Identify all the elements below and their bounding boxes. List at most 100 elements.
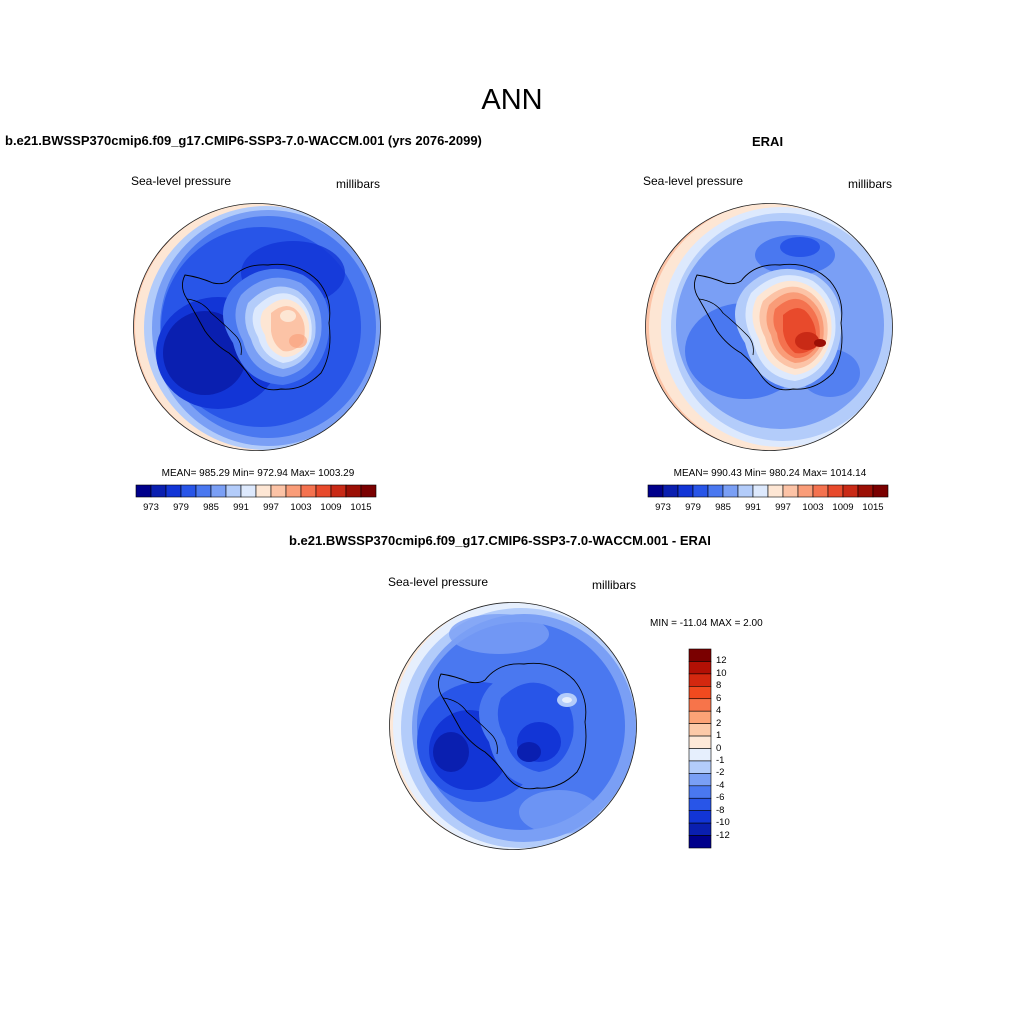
- colorbar-swatch: [688, 785, 712, 799]
- colorbar-tick-label: 10: [716, 667, 727, 679]
- colorbar-tick-label: -2: [716, 767, 725, 779]
- colorbar-tick-label: 997: [263, 502, 279, 513]
- colorbar-swatch: [300, 484, 317, 498]
- diff-panel-title: b.e21.BWSSP370cmip6.f09_g17.CMIP6-SSP3-7…: [289, 533, 711, 548]
- colorbar-swatch: [225, 484, 242, 498]
- colorbar-tick-label: 985: [715, 502, 731, 513]
- colorbar-tick-label: 1015: [350, 502, 372, 513]
- colorbar-swatch: [345, 484, 362, 498]
- colorbar-tick-label: 979: [685, 502, 701, 513]
- colorbar-tick-label: 973: [655, 502, 671, 513]
- colorbar-swatch: [722, 484, 739, 498]
- colorbar-swatch: [688, 735, 712, 749]
- colorbar-swatch: [752, 484, 769, 498]
- colorbar-swatch: [797, 484, 814, 498]
- colorbar-swatch: [647, 484, 664, 498]
- colorbar-tick-label: 1003: [802, 502, 824, 513]
- colorbar-tick-label: -4: [716, 779, 725, 791]
- colorbar-tick-label: 985: [203, 502, 219, 513]
- colorbar-swatch: [240, 484, 257, 498]
- obs-colorbar: [647, 484, 889, 498]
- colorbar-swatch: [842, 484, 859, 498]
- colorbar-swatch: [688, 710, 712, 724]
- colorbar-swatch: [330, 484, 347, 498]
- model-stats: MEAN= 985.29 Min= 972.94 Max= 1003.29: [161, 468, 355, 479]
- colorbar-tick-label: -8: [716, 804, 725, 816]
- diff-colorbar: [688, 648, 712, 849]
- colorbar-tick-label: 4: [716, 705, 722, 717]
- colorbar-tick-label: -1: [716, 754, 725, 766]
- colorbar-tick-label: -12: [716, 829, 730, 841]
- colorbar-tick-label: 8: [716, 680, 722, 692]
- colorbar-swatch: [737, 484, 754, 498]
- obs-units-label: millibars: [848, 177, 893, 191]
- model-colorbar: [135, 484, 377, 498]
- colorbar-swatch: [150, 484, 167, 498]
- model-panel-title: b.e21.BWSSP370cmip6.f09_g17.CMIP6-SSP3-7…: [5, 133, 482, 148]
- colorbar-tick-label: -10: [716, 817, 730, 829]
- colorbar-swatch: [360, 484, 377, 498]
- colorbar-swatch: [135, 484, 152, 498]
- diff-variable-label: Sea-level pressure: [388, 575, 489, 589]
- colorbar-swatch: [688, 748, 712, 762]
- colorbar-swatch: [827, 484, 844, 498]
- colorbar-swatch: [270, 484, 287, 498]
- diff-colorbar-ticks: 12 10 8 6 4 2 1 0 -1 -2 -4 -6 -8 -10 -12: [716, 649, 756, 848]
- colorbar-swatch: [195, 484, 212, 498]
- colorbar-tick-label: 1015: [862, 502, 884, 513]
- colorbar-swatch: [165, 484, 182, 498]
- colorbar-swatch: [255, 484, 272, 498]
- colorbar-tick-label: 1009: [832, 502, 854, 513]
- colorbar-swatch: [857, 484, 874, 498]
- colorbar-swatch: [707, 484, 724, 498]
- colorbar-swatch: [688, 810, 712, 824]
- colorbar-swatch: [688, 822, 712, 836]
- colorbar-swatch: [688, 760, 712, 774]
- obs-colorbar-ticks: 973 979 985 991 997 1003 1009 1015: [648, 502, 888, 516]
- diff-units-label: millibars: [592, 578, 637, 592]
- colorbar-swatch: [315, 484, 332, 498]
- colorbar-swatch: [677, 484, 694, 498]
- obs-panel-title: ERAI: [752, 134, 784, 149]
- colorbar-swatch: [812, 484, 829, 498]
- colorbar-swatch: [688, 661, 712, 675]
- colorbar-swatch: [872, 484, 889, 498]
- colorbar-tick-label: 979: [173, 502, 189, 513]
- figure-title: ANN: [481, 84, 543, 116]
- colorbar-swatch: [210, 484, 227, 498]
- colorbar-tick-label: 1009: [320, 502, 342, 513]
- colorbar-swatch: [692, 484, 709, 498]
- obs-polar-map: [645, 203, 893, 451]
- colorbar-swatch: [662, 484, 679, 498]
- colorbar-swatch: [688, 648, 712, 662]
- colorbar-swatch: [688, 797, 712, 811]
- diff-polar-map: [389, 602, 637, 850]
- colorbar-swatch: [180, 484, 197, 498]
- colorbar-tick-label: 2: [716, 717, 722, 729]
- model-colorbar-ticks: 973 979 985 991 997 1003 1009 1015: [136, 502, 376, 516]
- colorbar-swatch: [688, 673, 712, 687]
- colorbar-tick-label: 0: [716, 742, 722, 754]
- colorbar-tick-label: 1: [716, 730, 722, 742]
- colorbar-tick-label: -6: [716, 792, 725, 804]
- model-variable-label: Sea-level pressure: [131, 174, 232, 188]
- colorbar-swatch: [688, 773, 712, 787]
- colorbar-swatch: [688, 723, 712, 737]
- colorbar-swatch: [767, 484, 784, 498]
- diff-minmax: MIN = -11.04 MAX = 2.00: [650, 618, 763, 629]
- colorbar-swatch: [782, 484, 799, 498]
- colorbar-tick-label: 973: [143, 502, 159, 513]
- colorbar-swatch: [688, 686, 712, 700]
- model-polar-map: [133, 203, 381, 451]
- colorbar-tick-label: 6: [716, 692, 722, 704]
- colorbar-swatch: [688, 698, 712, 712]
- colorbar-swatch: [688, 835, 712, 849]
- obs-stats: MEAN= 990.43 Min= 980.24 Max= 1014.14: [673, 468, 867, 479]
- colorbar-tick-label: 1003: [290, 502, 312, 513]
- model-units-label: millibars: [336, 177, 381, 191]
- colorbar-tick-label: 997: [775, 502, 791, 513]
- obs-variable-label: Sea-level pressure: [643, 174, 744, 188]
- colorbar-swatch: [285, 484, 302, 498]
- colorbar-tick-label: 991: [745, 502, 761, 513]
- colorbar-tick-label: 12: [716, 655, 727, 667]
